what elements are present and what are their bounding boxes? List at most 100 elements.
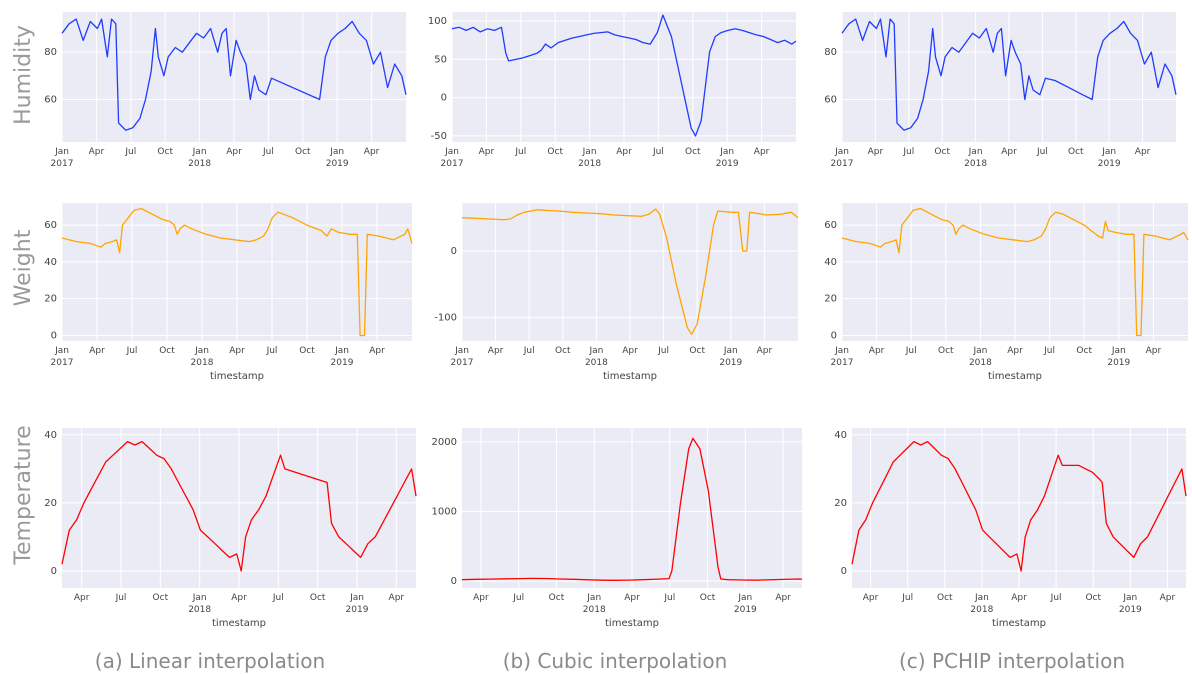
- series-line: [841, 207, 1189, 337]
- x-tick-label: Jan: [194, 346, 209, 356]
- x-tick-label: Oct: [937, 593, 953, 603]
- x-tick-label: Jan: [834, 147, 849, 157]
- x-tick-label: Jan: [834, 346, 849, 356]
- x-tick-year-label: 2018: [970, 605, 993, 615]
- x-tick-year-label: 2019: [716, 159, 739, 169]
- x-tick-label: Jan: [1122, 593, 1137, 603]
- panel-pchip-temperature: Apr Jul Oct Jan 2018 Apr Jul Oct Jan 2019 Apr 0 20 40…: [834, 428, 1187, 629]
- x-tick-label: Apr: [1146, 346, 1162, 356]
- x-tick-label: Oct: [549, 593, 565, 603]
- x-tick-label: Apr: [89, 346, 105, 356]
- y-tick-label: 20: [44, 498, 57, 509]
- x-tick-label: Jul: [272, 593, 284, 603]
- y-tick-label: 2000: [432, 437, 457, 448]
- x-tick-year-label: 2017: [831, 358, 854, 368]
- x-tick-label: Jan: [1111, 346, 1126, 356]
- x-tick-year-label: 2019: [1119, 605, 1142, 615]
- series-line: [451, 14, 797, 137]
- x-tick-label: Oct: [938, 346, 954, 356]
- x-tick-year-label: 2017: [441, 159, 464, 169]
- y-tick-label: 40: [824, 257, 837, 268]
- x-tick-label: Oct: [310, 593, 326, 603]
- x-tick-label: Oct: [685, 147, 701, 157]
- x-tick-label: Jan: [1101, 147, 1116, 157]
- x-tick-year-label: 2018: [188, 159, 211, 169]
- y-tick-label: 0: [441, 93, 447, 104]
- panel-cubic-humidity: Jan 2017 Apr Jul Oct Jan 2018 Apr Jul Oct Jan 2019 A…: [428, 12, 797, 169]
- x-tick-label: Jan: [454, 346, 469, 356]
- y-tick-label: 40: [834, 430, 847, 441]
- x-tick-label: Jan: [737, 593, 752, 603]
- x-tick-label: Oct: [295, 147, 311, 157]
- x-tick-label: Jul: [115, 593, 127, 603]
- series-line: [841, 18, 1177, 131]
- x-tick-label: Jul: [124, 147, 136, 157]
- caption-linear: (a) Linear interpolation: [95, 649, 325, 673]
- x-tick-label: Oct: [700, 593, 716, 603]
- x-tick-year-label: 2017: [51, 358, 74, 368]
- x-tick-label: Jan: [586, 593, 601, 603]
- x-tick-label: Apr: [74, 593, 90, 603]
- x-tick-year-label: 2018: [583, 605, 606, 615]
- x-tick-label: Jul: [262, 147, 274, 157]
- x-tick-label: Oct: [547, 147, 563, 157]
- y-tick-label: -50: [431, 131, 447, 142]
- caption-pchip: (c) PCHIP interpolation: [899, 649, 1125, 673]
- y-tick-label: 0: [831, 330, 837, 341]
- x-tick-label: Jul: [126, 346, 138, 356]
- x-tick-label: Apr: [775, 593, 791, 603]
- x-tick-label: Oct: [1085, 593, 1101, 603]
- x-axis-label: timestamp: [988, 371, 1042, 382]
- x-tick-label: Jul: [663, 593, 675, 603]
- x-axis-label: timestamp: [992, 618, 1046, 629]
- y-tick-label: 20: [824, 294, 837, 305]
- x-tick-label: Apr: [869, 346, 885, 356]
- x-tick-label: Jul: [901, 593, 913, 603]
- x-tick-label: Jan: [972, 346, 987, 356]
- x-tick-label: Jul: [902, 147, 914, 157]
- y-tick-label: 40: [44, 430, 57, 441]
- x-tick-year-label: 2018: [578, 159, 601, 169]
- x-tick-label: Oct: [153, 593, 169, 603]
- x-tick-label: Jul: [266, 346, 278, 356]
- x-tick-label: Apr: [473, 593, 489, 603]
- x-tick-label: Jul: [523, 346, 535, 356]
- x-tick-label: Apr: [616, 147, 632, 157]
- x-tick-label: Oct: [1068, 147, 1084, 157]
- x-tick-label: Oct: [1076, 346, 1092, 356]
- panel-pchip-humidity: Jan 2017 Apr Jul Oct Jan 2018 Apr Jul Oct Jan 2019 A…: [824, 12, 1177, 169]
- x-tick-year-label: 2018: [191, 358, 214, 368]
- x-tick-label: Jul: [1043, 346, 1055, 356]
- x-tick-label: Jan: [719, 147, 734, 157]
- x-tick-label: Jan: [444, 147, 459, 157]
- y-tick-label: 60: [824, 94, 837, 105]
- panel-cubic-temperature: Apr Jul Oct Jan 2018 Apr Jul Oct Jan 2019 Apr 0 1000…: [432, 428, 803, 629]
- y-tick-label: 0: [51, 330, 57, 341]
- caption-cubic: (b) Cubic interpolation: [503, 649, 728, 673]
- y-tick-label: 20: [834, 498, 847, 509]
- x-tick-year-label: 2019: [719, 358, 742, 368]
- x-tick-year-label: 2018: [188, 605, 211, 615]
- x-tick-year-label: 2017: [51, 159, 74, 169]
- x-tick-label: Apr: [863, 593, 879, 603]
- series-line: [851, 440, 1187, 572]
- x-tick-label: Oct: [159, 346, 175, 356]
- x-tick-year-label: 2019: [346, 605, 369, 615]
- x-tick-label: Jan: [968, 147, 983, 157]
- y-tick-label: 60: [44, 94, 57, 105]
- x-tick-year-label: 2018: [969, 358, 992, 368]
- x-tick-label: Apr: [1135, 147, 1151, 157]
- x-tick-label: Apr: [624, 593, 640, 603]
- panel-linear-humidity: Jan 2017 Apr Jul Oct Jan 2018 Apr Jul Oct Jan 2019 A…: [44, 12, 407, 169]
- x-tick-label: Apr: [1001, 147, 1017, 157]
- y-tick-label: 0: [451, 576, 457, 587]
- y-tick-label: 50: [434, 54, 447, 65]
- y-tick-label: 80: [44, 47, 57, 58]
- x-tick-label: Apr: [479, 147, 495, 157]
- x-tick-label: Oct: [299, 346, 315, 356]
- x-tick-label: Oct: [157, 147, 173, 157]
- x-tick-label: Oct: [934, 147, 950, 157]
- y-tick-label: 1000: [432, 506, 457, 517]
- x-axis-label: timestamp: [603, 371, 657, 382]
